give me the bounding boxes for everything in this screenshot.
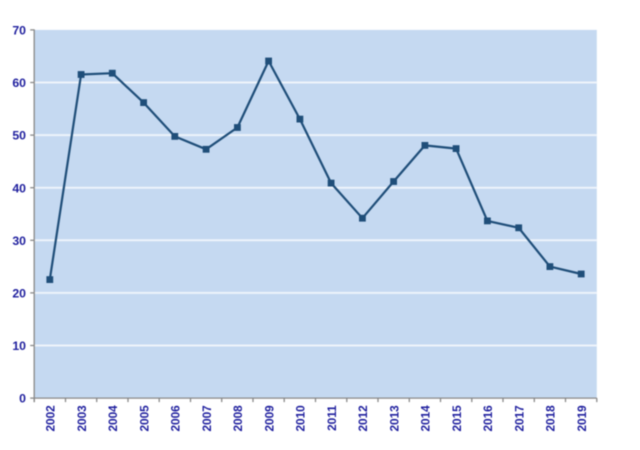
svg-text:2017: 2017 — [512, 405, 526, 432]
svg-text:2016: 2016 — [481, 405, 495, 432]
svg-text:2005: 2005 — [137, 405, 151, 432]
svg-text:2009: 2009 — [262, 405, 276, 432]
svg-text:2008: 2008 — [231, 405, 245, 432]
svg-text:40: 40 — [12, 181, 26, 195]
svg-text:0: 0 — [19, 392, 26, 406]
svg-text:2006: 2006 — [169, 405, 183, 432]
svg-text:50: 50 — [12, 129, 26, 143]
svg-text:2013: 2013 — [387, 405, 401, 432]
svg-text:2002: 2002 — [44, 405, 58, 432]
svg-text:20: 20 — [12, 287, 26, 301]
svg-text:2011: 2011 — [325, 405, 339, 431]
svg-text:2010: 2010 — [294, 405, 308, 432]
svg-text:30: 30 — [12, 234, 26, 248]
svg-text:2004: 2004 — [106, 405, 120, 432]
svg-text:2018: 2018 — [544, 405, 558, 432]
svg-text:2015: 2015 — [450, 405, 464, 432]
svg-text:2012: 2012 — [356, 405, 370, 432]
svg-text:2003: 2003 — [75, 405, 89, 432]
svg-text:2019: 2019 — [575, 405, 589, 432]
svg-text:60: 60 — [12, 76, 26, 90]
svg-text:10: 10 — [12, 339, 26, 353]
svg-text:2014: 2014 — [419, 405, 433, 432]
svg-text:2007: 2007 — [200, 405, 214, 432]
svg-text:70: 70 — [12, 24, 26, 38]
